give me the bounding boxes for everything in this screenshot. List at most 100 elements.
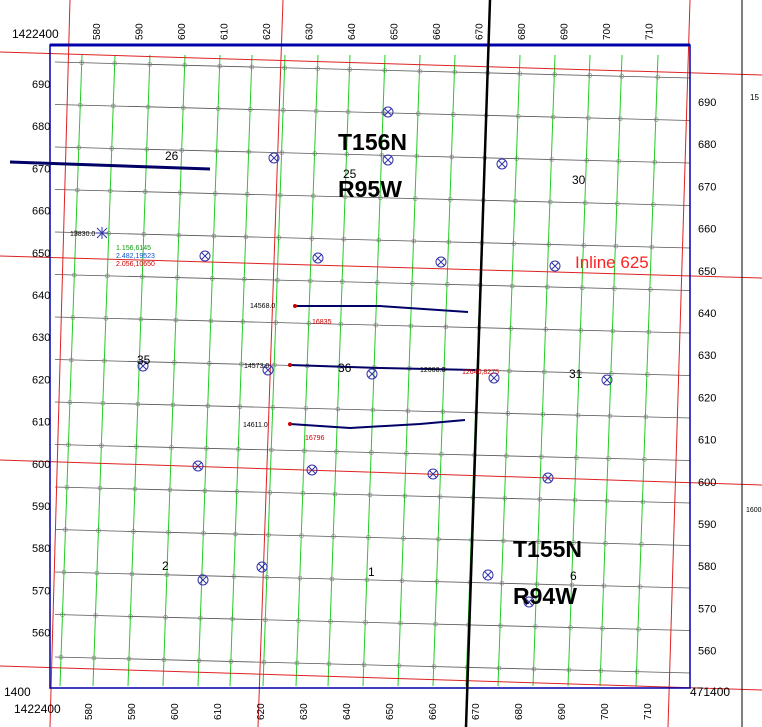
left-tick-label: 660	[32, 206, 50, 218]
grid-node	[643, 414, 649, 420]
grid-node	[182, 62, 188, 68]
well-symbol	[382, 106, 394, 118]
crossline	[635, 54, 659, 687]
crossline	[92, 54, 116, 687]
grid-node	[653, 117, 659, 123]
grid-node	[163, 614, 168, 620]
grid-node	[585, 115, 591, 121]
top-tick-label: 690	[560, 23, 571, 40]
corner-label-top-left: 1422400	[12, 27, 59, 41]
left-tick-label: 670	[32, 163, 50, 175]
grid-node	[107, 188, 113, 194]
grid-node	[613, 243, 619, 249]
left-tick-label: 590	[32, 501, 50, 513]
top-tick-label: 590	[135, 23, 146, 40]
township-label: T156N	[338, 129, 407, 155]
grid-node	[335, 406, 341, 412]
grid-node	[315, 66, 321, 71]
grid-node	[214, 148, 220, 154]
crossline	[127, 54, 151, 687]
grid-node	[104, 273, 110, 279]
grid-node	[609, 371, 614, 376]
section-number: 2	[162, 559, 169, 573]
grid-node	[280, 107, 286, 113]
grid-node	[70, 315, 76, 320]
crossline	[197, 54, 221, 687]
grid-node	[237, 404, 243, 410]
grid-node	[637, 584, 643, 590]
corner-label-bottom-right: 471400	[690, 685, 730, 699]
edge-fragment-top: 15	[750, 93, 759, 102]
grid-node	[517, 71, 523, 77]
well-label: 14611.0	[243, 422, 268, 429]
bottom-tick-label: 580	[84, 703, 95, 720]
left-tick-label: 620	[32, 374, 50, 386]
grid-node	[363, 619, 368, 625]
grid-node	[614, 201, 620, 207]
grid-node	[501, 538, 506, 544]
grid-node	[655, 74, 661, 80]
well-label: 16835	[312, 319, 332, 326]
inline	[54, 231, 691, 249]
grid-node	[173, 317, 179, 323]
grid-node	[610, 328, 616, 334]
grid-node	[299, 533, 304, 539]
grid-node	[533, 624, 538, 629]
grid-node	[398, 620, 403, 626]
grid-node	[69, 357, 74, 363]
grid-node	[172, 360, 177, 365]
crossline	[262, 54, 286, 687]
section-number: 36	[338, 361, 352, 375]
well-path-start-dot	[293, 304, 297, 308]
grid-node	[440, 409, 446, 415]
survey-frame-layer	[49, 43, 691, 689]
well-symbol	[496, 158, 508, 170]
grid-node	[581, 242, 587, 248]
grid-node	[338, 321, 344, 327]
top-tick-label: 640	[347, 23, 358, 40]
grid-node	[447, 197, 453, 202]
grid-node	[606, 456, 611, 461]
well-label: 2.482,19523	[116, 253, 155, 260]
grid-node	[509, 283, 515, 289]
top-tick-label: 600	[177, 23, 188, 40]
bottom-tick-label: 680	[514, 703, 525, 720]
top-tick-label: 680	[517, 23, 528, 40]
inline	[54, 656, 691, 674]
range-line-layer	[464, 0, 492, 727]
well-symbol	[601, 374, 613, 386]
left-tick-label: 610	[32, 417, 50, 429]
grid-node	[537, 496, 543, 502]
grid-node	[366, 535, 371, 540]
grid-node	[409, 281, 415, 286]
top-tick-label: 670	[475, 23, 486, 40]
well-label: 14568.0	[250, 303, 275, 310]
grid-node	[241, 276, 247, 282]
grid-node	[198, 615, 203, 621]
inline	[54, 61, 691, 79]
grid-node	[536, 539, 541, 545]
grid-node	[379, 152, 385, 158]
well-symbol	[192, 460, 204, 472]
right-tick-label: 690	[698, 97, 716, 109]
grid-node	[147, 62, 153, 67]
grid-node	[164, 572, 170, 578]
well-symbol	[137, 360, 149, 372]
well-label: 12640,8275	[462, 369, 499, 376]
inline	[54, 486, 691, 504]
grid-node	[498, 623, 503, 629]
grid-node	[161, 657, 167, 663]
right-tick-label: 590	[698, 519, 716, 531]
well-symbol	[197, 574, 209, 586]
crossline	[362, 54, 386, 687]
grid-node	[579, 285, 585, 291]
well-star-symbol	[96, 227, 108, 239]
grid-node	[247, 107, 253, 112]
well-label: 13830.0	[70, 231, 95, 238]
inline	[54, 529, 691, 546]
grid-node	[134, 444, 139, 449]
top-tick-label: 630	[305, 23, 316, 40]
edge-fragment-middle: 1600	[746, 507, 762, 514]
inlines-layer	[54, 60, 691, 675]
well-label: 16796	[305, 435, 325, 442]
